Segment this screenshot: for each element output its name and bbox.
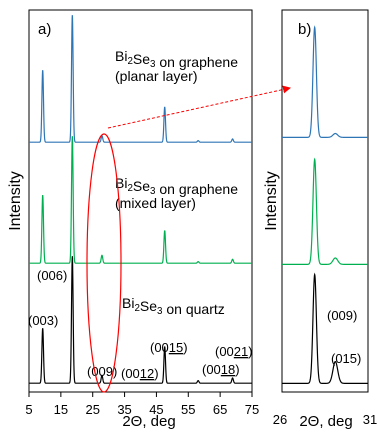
- panel-b-x-axis-label: 2Θ, deg: [299, 413, 352, 430]
- panel-a-series-labels: Bi2Se3 on graphene(planar layer)Bi2Se3 o…: [115, 48, 238, 317]
- series-label-bi2se3-on-graphene-mixed-layer-line-1: Bi2Se3 on graphene: [115, 175, 238, 197]
- panel-a-x-axis-label: 2Θ, deg: [122, 413, 175, 430]
- series-label-bi2se3-on-graphene-mixed-layer-line-2: (mixed layer): [115, 195, 196, 211]
- zoom-trace-planar-layer: [282, 25, 368, 138]
- peak-label-0021: (0021): [215, 344, 253, 359]
- peak-label-006: (006): [37, 268, 67, 283]
- zoom-trace-quartz: [282, 272, 368, 384]
- peak-label-0012: (0012): [121, 366, 159, 381]
- x-tick-label-15: 15: [54, 402, 68, 417]
- panel-a-frame: [28, 9, 253, 393]
- highlight-ellipse: [86, 133, 122, 393]
- x-tick-label-35: 35: [117, 402, 131, 417]
- x-tick-label-55: 55: [181, 402, 195, 417]
- x-tick-label-5: 5: [25, 402, 32, 417]
- zoom-trace-mixed-layer: [282, 157, 368, 265]
- zoom-x-tick-label-26: 26: [273, 412, 287, 427]
- series-label-bi2se3-on-quartz-line-1: Bi2Se3 on quartz: [122, 295, 225, 317]
- panel-b-x-ticks: 26 31: [273, 412, 377, 427]
- panel-b-annotations: (009) (015): [327, 308, 361, 366]
- panel-a-traces: [29, 15, 252, 384]
- panel-a: a) Intensity 2Θ, deg Bi2Se3 on graphene(…: [7, 9, 291, 430]
- x-tick-label-65: 65: [213, 402, 227, 417]
- panel-b-frame: [281, 9, 369, 393]
- peak-label-0015: (0015): [150, 340, 188, 355]
- x-tick-label-75: 75: [245, 402, 259, 417]
- panel-b-y-axis-label: Intensity: [263, 171, 280, 231]
- panel-a-annotations: (003)(006)(009) (0012)(0015)(0018)(0021): [28, 268, 253, 381]
- panel-a-y-axis-label: Intensity: [7, 171, 24, 231]
- x-tick-label-25: 25: [85, 402, 99, 417]
- x-tick-label-45: 45: [149, 402, 163, 417]
- series-label-bi2se3-on-graphene-planar-layer-line-2: (planar layer): [115, 68, 197, 84]
- panel-a-x-ticks: 5 15 25 35 45 55 65 75: [25, 392, 259, 417]
- panel-b-label: b): [298, 21, 311, 38]
- zoom-peak-label-015: (015): [331, 351, 361, 366]
- trace-bi2se3-on-graphene-mixed-layer: [29, 136, 252, 264]
- panel-b-traces: [282, 25, 368, 384]
- peak-label-0018: (0018): [202, 362, 240, 377]
- zoom-x-tick-label-31: 31: [363, 412, 377, 427]
- panel-a-label: a): [38, 21, 51, 38]
- trace-bi2se3-on-quartz: [29, 256, 252, 384]
- zoom-peak-label-009: (009): [327, 308, 357, 323]
- trace-bi2se3-on-graphene-planar-layer: [29, 15, 252, 143]
- panel-b: b) Intensity 2Θ, deg (009) (015) 26 31: [263, 9, 377, 430]
- zoom-arrow: [107, 85, 291, 129]
- series-label-bi2se3-on-graphene-planar-layer-line-1: Bi2Se3 on graphene: [115, 48, 238, 70]
- peak-label-003: (003): [28, 313, 58, 328]
